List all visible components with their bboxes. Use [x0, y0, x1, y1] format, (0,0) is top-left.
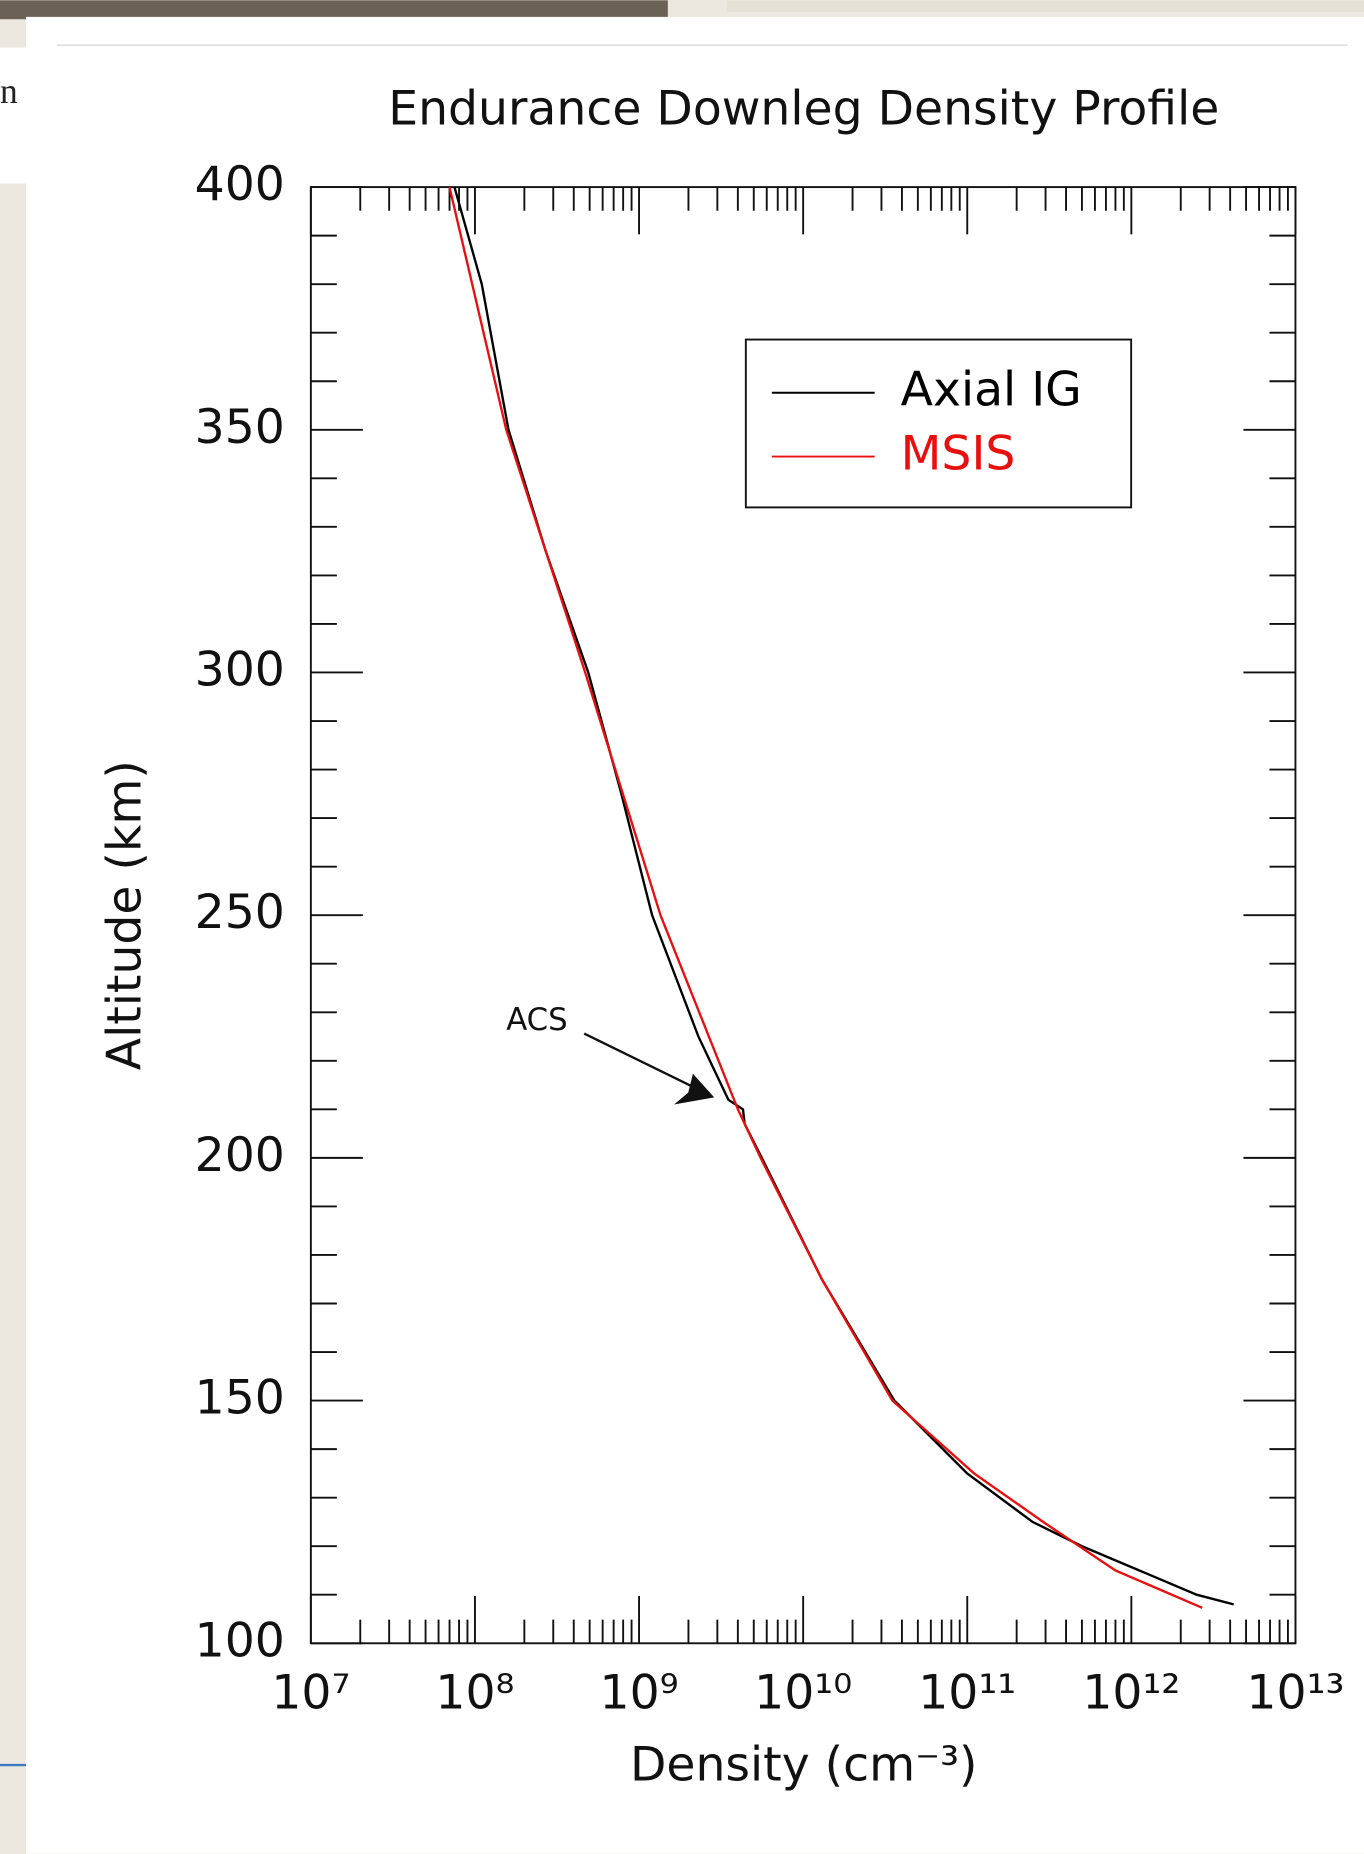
annotation-arrowhead	[674, 1073, 715, 1105]
side-text: n	[0, 71, 18, 111]
y-tick-label: 200	[195, 1128, 285, 1183]
annotation-arrow	[583, 1032, 703, 1093]
x-axis-label: Density (cm⁻³)	[630, 1737, 978, 1792]
legend-label: MSIS	[901, 427, 1016, 482]
series-line	[448, 186, 1203, 1609]
side-card	[0, 47, 27, 184]
y-tick-label: 150	[195, 1371, 285, 1426]
x-tick-label: 10¹¹	[918, 1665, 1016, 1720]
y-tick-label: 400	[195, 157, 285, 212]
legend-box	[744, 338, 1133, 509]
legend-label: Axial IG	[901, 363, 1082, 418]
annotation-text: ACS	[506, 1002, 567, 1038]
y-tick-label: 250	[195, 885, 285, 940]
card	[26, 16, 1364, 1854]
x-tick-label: 10⁹	[600, 1665, 679, 1720]
photo-strip	[0, 0, 668, 20]
chart-title: Endurance Downleg Density Profile	[388, 81, 1219, 136]
x-tick-label: 10¹²	[1082, 1665, 1180, 1720]
y-tick-label: 350	[195, 400, 285, 455]
x-tick-label: 10¹³	[1246, 1665, 1344, 1720]
y-axis-label: Altitude (km)	[98, 760, 153, 1070]
x-tick-label: 10⁷	[271, 1665, 350, 1720]
x-tick-label: 10⁸	[435, 1665, 514, 1720]
y-tick-label: 100	[195, 1613, 285, 1668]
y-tick-label: 300	[195, 642, 285, 697]
x-tick-label: 10¹⁰	[754, 1665, 852, 1720]
top-panel	[726, 0, 1364, 13]
